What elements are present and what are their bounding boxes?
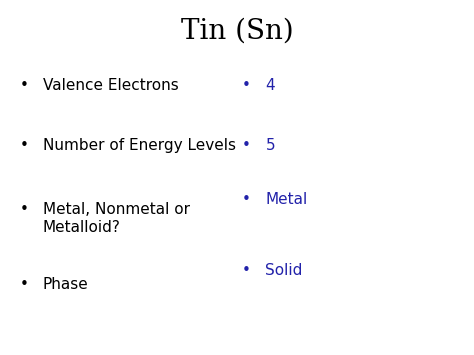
Text: Phase: Phase [43,277,89,292]
Text: Number of Energy Levels: Number of Energy Levels [43,138,236,153]
Text: •: • [242,138,251,153]
Text: 4: 4 [265,78,275,93]
Text: •: • [19,202,28,217]
Text: Solid: Solid [265,263,303,278]
Text: •: • [19,277,28,292]
Text: •: • [242,263,251,278]
Text: Tin (Sn): Tin (Sn) [181,18,293,45]
Text: •: • [242,78,251,93]
Text: •: • [19,78,28,93]
Text: •: • [19,138,28,153]
Text: Valence Electrons: Valence Electrons [43,78,178,93]
Text: Metal: Metal [265,192,308,207]
Text: 5: 5 [265,138,275,153]
Text: Metal, Nonmetal or
Metalloid?: Metal, Nonmetal or Metalloid? [43,202,190,235]
Text: •: • [242,192,251,207]
